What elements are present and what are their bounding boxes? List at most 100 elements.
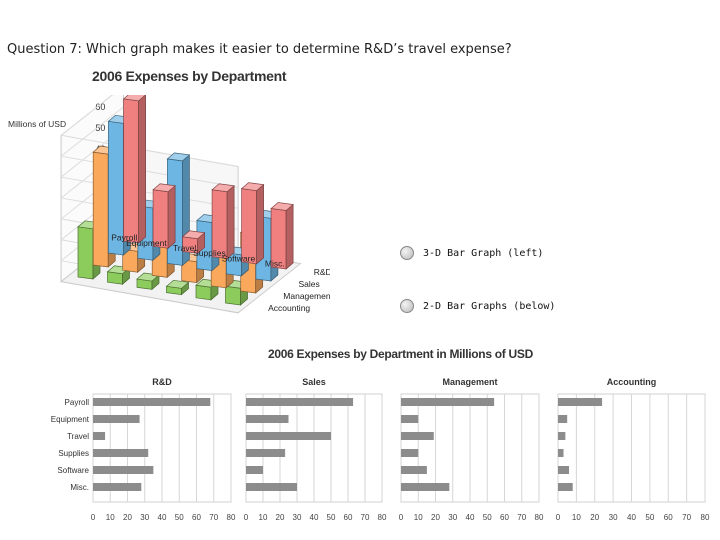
bar-sales-supplies	[246, 449, 286, 457]
bar-management-supplies	[401, 449, 419, 457]
bar-accounting-supplies	[558, 449, 564, 457]
category-label: Equipment	[51, 415, 90, 424]
option-label: 2-D Bar Graphs (below)	[423, 300, 556, 312]
panel-title: Management	[442, 377, 497, 387]
option-2d-bar-graphs[interactable]: 2-D Bar Graphs (below)	[400, 299, 555, 313]
bar-rd-payroll	[122, 95, 146, 244]
bar-sales-travel	[246, 432, 331, 440]
bar-rd-software	[93, 466, 154, 474]
x-tick-label: 80	[535, 513, 544, 520]
x-tick-label: 80	[701, 513, 710, 520]
x-tick-label: 60	[664, 513, 673, 520]
x-tick-label: 10	[572, 513, 581, 520]
x-tick-label: 30	[293, 513, 302, 520]
category-label: Equipment	[126, 238, 167, 248]
x-tick-label: 10	[259, 513, 268, 520]
x-tick-label: 10	[414, 513, 423, 520]
category-label: Supplies	[193, 248, 226, 258]
x-tick-label: 30	[609, 513, 618, 520]
bar-rd-supplies	[93, 449, 149, 457]
panel-sales: Sales 0 10 20 30 40 50 60 70 80	[244, 377, 387, 520]
category-label: Payroll	[111, 233, 137, 243]
panel-title: R&D	[152, 377, 172, 387]
bar-rd-equipment	[93, 415, 140, 423]
bar-sales-software	[246, 466, 263, 474]
x-tick-label: 20	[123, 513, 132, 520]
x-tick-label: 0	[556, 513, 561, 520]
bar-accounting-payroll	[558, 398, 603, 406]
bar-accounting-equipment	[558, 415, 568, 423]
category-label: Misc.	[265, 259, 285, 269]
bar-accounting-supplies	[165, 279, 190, 296]
x-tick-label: 20	[590, 513, 599, 520]
x-tick-label: 20	[431, 513, 440, 520]
x-tick-label: 40	[158, 513, 167, 520]
x-tick-label: 20	[276, 513, 285, 520]
x-tick-label: 10	[106, 513, 115, 520]
x-tick-label: 40	[310, 513, 319, 520]
x-tick-label: 50	[645, 513, 654, 520]
category-label: Misc.	[70, 483, 89, 492]
panel-accounting: Accounting 0 10 20 30 40 50 60 70 80	[556, 377, 710, 520]
radio-button[interactable]	[400, 246, 414, 260]
bar-management-equipment	[401, 415, 419, 423]
panel-management: Management 0 10 20 30 40 50 60 70 80	[399, 377, 544, 520]
x-tick-label: 50	[327, 513, 336, 520]
category-label: Travel	[173, 243, 196, 253]
x-tick-label: 80	[227, 513, 236, 520]
series-label: Management	[283, 291, 330, 301]
x-tick-label: 0	[399, 513, 404, 520]
category-label: Supplies	[58, 449, 89, 458]
x-tick-label: 60	[192, 513, 201, 520]
bar-rd-misc	[93, 483, 142, 491]
x-tick-label: 80	[378, 513, 387, 520]
panel-title: Sales	[302, 377, 326, 387]
x-tick-label: 40	[627, 513, 636, 520]
y-tick-label: 60	[95, 102, 105, 112]
x-tick-label: 60	[500, 513, 509, 520]
option-3d-bar-graph[interactable]: 3-D Bar Graph (left)	[400, 246, 543, 260]
x-tick-label: 70	[517, 513, 526, 520]
series-label: Accounting	[268, 303, 310, 313]
series-label: R&D	[314, 267, 330, 277]
x-tick-label: 30	[140, 513, 149, 520]
category-label: Travel	[67, 432, 89, 441]
bar-management-payroll	[401, 398, 495, 406]
question-text: Question 7: Which graph makes it easier …	[7, 42, 512, 57]
bar-rd-software	[240, 182, 265, 265]
x-tick-label: 60	[344, 513, 353, 520]
bar-management-travel	[401, 432, 434, 440]
x-tick-label: 70	[682, 513, 691, 520]
bar-management-misc	[401, 483, 450, 491]
category-label: Software	[57, 466, 89, 475]
bar-rd-misc	[270, 202, 294, 270]
bar-management-software	[401, 466, 427, 474]
chart-3d-title: 2006 Expenses by Department	[92, 68, 287, 84]
panel-title: Accounting	[607, 377, 657, 387]
bar-sales-payroll	[246, 398, 354, 406]
category-label: Software	[222, 253, 256, 263]
bar-rd-equipment	[152, 183, 176, 249]
category-label: Payroll	[65, 398, 90, 407]
bar-rd-supplies	[211, 183, 235, 260]
x-tick-label: 0	[91, 513, 96, 520]
bar-accounting-travel	[558, 432, 566, 440]
x-tick-label: 70	[361, 513, 370, 520]
x-tick-label: 0	[244, 513, 249, 520]
bar-rd-travel	[93, 432, 106, 440]
radio-button[interactable]	[400, 299, 414, 313]
chart-2d-title: 2006 Expenses by Department in Millions …	[268, 347, 533, 361]
x-tick-label: 70	[209, 513, 218, 520]
x-tick-label: 30	[448, 513, 457, 520]
bar-accounting-software	[558, 466, 570, 474]
bar-sales-misc	[246, 483, 297, 491]
y-tick-label: 50	[95, 123, 105, 133]
panel-rd: R&D 0 10 20 30 40 50 60 70 80 Payroll Equipment Trav…	[51, 377, 236, 520]
x-tick-label: 40	[466, 513, 475, 520]
chart-3d: 010203040506070Millions of USDPayrollEqu…	[8, 95, 330, 314]
series-label: Sales	[299, 279, 320, 289]
x-tick-label: 50	[483, 513, 492, 520]
bar-sales-equipment	[246, 415, 289, 423]
bar-rd-travel	[181, 230, 206, 255]
x-tick-label: 50	[175, 513, 184, 520]
